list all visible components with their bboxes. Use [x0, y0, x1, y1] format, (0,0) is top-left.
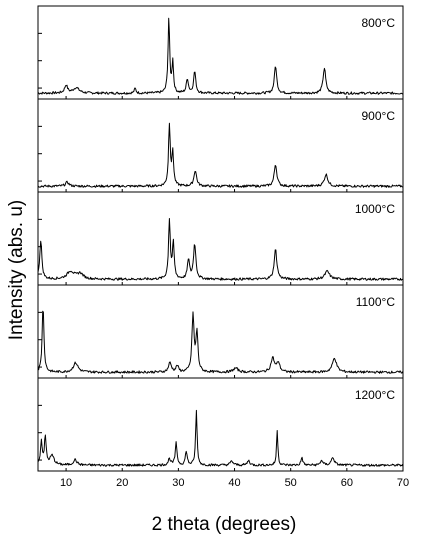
- x-tick-label: 60: [341, 477, 353, 489]
- x-tick-label: 20: [116, 477, 128, 489]
- x-tick-label: 30: [172, 477, 184, 489]
- panel-label: 1000°C: [355, 202, 395, 216]
- xrd-trace: [37, 310, 404, 374]
- panel-frame: [37, 5, 404, 100]
- xrd-trace: [37, 17, 403, 95]
- panel-frame: [37, 377, 404, 472]
- panel-label: 900°C: [362, 109, 396, 123]
- panel-label: 1200°C: [355, 388, 395, 402]
- xrd-trace: [37, 218, 403, 281]
- x-axis: 10 20 30 40 50 60 70: [60, 477, 409, 489]
- panel-4: 1100°C: [37, 284, 404, 379]
- x-tick-label: 70: [397, 477, 409, 489]
- panel-frame: [37, 284, 404, 379]
- panel-label: 1100°C: [356, 295, 396, 309]
- panel-2: 900°C: [37, 98, 404, 193]
- panel-frame: [37, 191, 404, 286]
- x-tick-label: 40: [228, 477, 240, 489]
- panel-frame: [37, 98, 404, 193]
- xrd-trace: [37, 409, 404, 467]
- panel-1: 800°C: [37, 5, 404, 100]
- x-axis-title: 2 theta (degrees): [152, 514, 297, 535]
- x-tick-label: 10: [60, 477, 72, 489]
- x-tick-label: 50: [285, 477, 297, 489]
- xrd-trace: [37, 122, 403, 188]
- panels-group: 800°C 900°C 1000°C 1100°C 1200°C: [37, 5, 404, 472]
- panel-5: 1200°C: [37, 377, 404, 472]
- y-axis-title: Intensity (abs. u): [6, 200, 27, 340]
- panel-3: 1000°C: [37, 191, 404, 286]
- panel-label: 800°C: [362, 16, 396, 30]
